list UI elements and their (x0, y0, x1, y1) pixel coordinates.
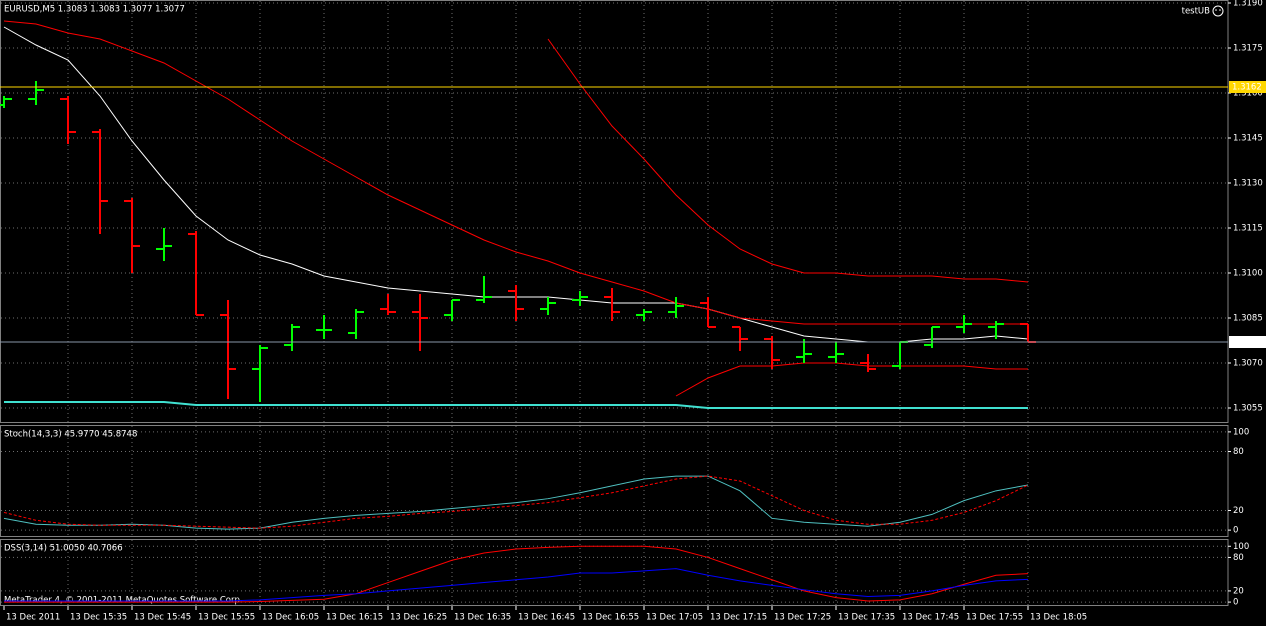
y-tick-label: 1.3070 (1233, 359, 1263, 369)
y-tick-label: 1.3130 (1233, 179, 1263, 189)
y-tick-label: 1.3055 (1233, 404, 1263, 414)
x-tick-label: 13 Dec 2011 (6, 613, 60, 623)
y-tick-label: 80 (1233, 553, 1244, 563)
x-tick-label: 13 Dec 16:25 (390, 613, 447, 623)
plot-area (3, 475, 1029, 530)
x-tick-label: 13 Dec 16:45 (518, 613, 575, 623)
y-tick-label: 100 (1233, 427, 1249, 437)
y-tick-label: 80 (1233, 447, 1244, 457)
x-tick-label: 13 Dec 16:15 (326, 613, 383, 623)
x-tick-label: 13 Dec 16:55 (582, 613, 639, 623)
indicator-line (3, 475, 1029, 530)
price-level-label: 1.3077 (1232, 338, 1262, 348)
expert-icon-eye (1215, 9, 1217, 11)
y-tick-label: 1.3175 (1233, 44, 1263, 54)
x-tick-label: 13 Dec 15:35 (70, 613, 127, 623)
price-level-label: 1.3162 (1232, 83, 1262, 93)
y-tick-label: 0 (1233, 598, 1238, 608)
y-tick-label: 1.3085 (1233, 314, 1263, 324)
price-level-box (1229, 336, 1266, 348)
y-tick-label: 1.3160 (1233, 89, 1263, 99)
x-tick-label: 13 Dec 17:25 (774, 613, 831, 623)
x-tick-label: 13 Dec 17:15 (710, 613, 767, 623)
x-tick-label: 13 Dec 17:05 (646, 613, 703, 623)
expert-icon (1212, 5, 1224, 17)
plot-area (0, 20, 1036, 409)
x-tick-label: 13 Dec 16:35 (454, 613, 511, 623)
indicator-line (4, 545, 1029, 603)
y-tick-label: 1.3100 (1233, 269, 1263, 279)
x-tick-label: 13 Dec 18:05 (1030, 613, 1087, 623)
x-tick-label: 13 Dec 16:05 (262, 613, 319, 623)
expert-label: testUB (1182, 7, 1211, 17)
x-tick-label: 13 Dec 15:45 (134, 613, 191, 623)
plot-area (4, 545, 1029, 603)
panel-title: Stoch(14,3,3) 45.9770 45.8748 (4, 430, 137, 440)
indicator-line (4, 568, 1029, 602)
y-tick-label: 20 (1233, 586, 1244, 596)
panel-title: EURUSD,M5 1.3083 1.3083 1.3077 1.3077 (4, 5, 185, 15)
y-tick-label: 1.3145 (1233, 134, 1263, 144)
expert-icon-eye (1219, 9, 1221, 11)
y-tick-label: 20 (1233, 506, 1244, 516)
y-tick-label: 0 (1233, 526, 1238, 536)
indicator-line (3, 20, 1028, 325)
x-tick-label: 13 Dec 15:55 (198, 613, 255, 623)
price-level-box (1229, 81, 1266, 93)
panel-frame (0, 0, 1229, 423)
indicator-line (675, 362, 1028, 397)
y-tick-label: 100 (1233, 542, 1249, 552)
indicator-line (4, 401, 1028, 409)
panel-frame (0, 539, 1229, 606)
indicator-line (547, 38, 1029, 283)
x-tick-label: 13 Dec 17:55 (966, 613, 1023, 623)
y-tick-label: 1.3190 (1233, 0, 1263, 9)
x-tick-label: 13 Dec 17:45 (902, 613, 959, 623)
panel-frame (0, 425, 1229, 537)
indicator-line (3, 475, 1029, 529)
panel-title: DSS(3,14) 51.0050 40.7066 (4, 544, 123, 554)
x-tick-label: 13 Dec 17:35 (838, 613, 895, 623)
y-tick-label: 1.3115 (1233, 224, 1263, 234)
